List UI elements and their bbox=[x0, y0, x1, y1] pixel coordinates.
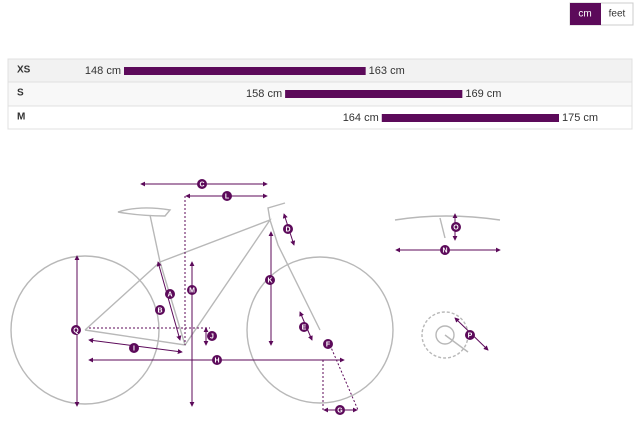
label-badge bbox=[165, 289, 175, 299]
dimension-label: G bbox=[337, 407, 343, 414]
label-badge bbox=[129, 343, 139, 353]
label-badge bbox=[212, 355, 222, 365]
label-badge bbox=[283, 224, 293, 234]
dimension-label: B bbox=[157, 307, 162, 314]
dimension-label: L bbox=[225, 193, 230, 200]
label-badge bbox=[299, 322, 309, 332]
label-badge bbox=[187, 285, 197, 295]
dimension-label: E bbox=[302, 324, 307, 331]
end-label: 175 cm bbox=[562, 112, 598, 124]
label-badge bbox=[222, 191, 232, 201]
dimension-label: H bbox=[214, 357, 219, 364]
range-bar bbox=[381, 114, 559, 122]
dimension-labels: C L D K A M B E J Q F I H G O N P bbox=[71, 179, 475, 415]
start-label: 158 cm bbox=[246, 88, 282, 100]
range-bar bbox=[124, 67, 366, 75]
dimension-label: A bbox=[167, 291, 172, 298]
size-chart: XS 148 cm 163 cm S 158 cm 169 cm M 164 cm 175 cm bbox=[17, 65, 598, 124]
size-label: M bbox=[17, 112, 25, 123]
label-badge bbox=[440, 245, 450, 255]
range-bar bbox=[285, 90, 463, 98]
dimension-label: O bbox=[453, 224, 459, 231]
dimension-label: I bbox=[133, 345, 135, 352]
dimension-label: P bbox=[468, 332, 473, 339]
row bbox=[7, 105, 633, 130]
dimension-label: N bbox=[442, 247, 447, 254]
label-badge bbox=[71, 325, 81, 335]
size-label: XS bbox=[17, 65, 31, 76]
bike bbox=[10, 202, 501, 405]
label-badge bbox=[335, 405, 345, 415]
size-label: S bbox=[17, 88, 24, 99]
end-label: 163 cm bbox=[369, 65, 405, 77]
dimension-label: F bbox=[326, 341, 331, 348]
toggle-active[interactable] bbox=[570, 3, 601, 25]
dimension-label: Q bbox=[73, 327, 79, 334]
dimensions bbox=[74, 181, 501, 413]
dimension-label: J bbox=[210, 333, 214, 340]
label-badge bbox=[323, 339, 333, 349]
toggle-option[interactable]: feet bbox=[609, 9, 626, 20]
toggle-option[interactable]: cm bbox=[578, 9, 591, 20]
start-label: 148 cm bbox=[85, 65, 121, 77]
label-badge bbox=[265, 275, 275, 285]
dimension-label: D bbox=[285, 226, 290, 233]
label-badge bbox=[197, 179, 207, 189]
dimension-label: M bbox=[189, 287, 195, 294]
dimension-label: K bbox=[267, 277, 272, 284]
label-badge bbox=[207, 331, 217, 341]
dimension-label: C bbox=[199, 181, 204, 188]
label-badge bbox=[465, 330, 475, 340]
end-label: 169 cm bbox=[465, 88, 501, 100]
label-badge bbox=[155, 305, 165, 315]
start-label: 164 cm bbox=[343, 112, 379, 124]
label-badge bbox=[451, 222, 461, 232]
